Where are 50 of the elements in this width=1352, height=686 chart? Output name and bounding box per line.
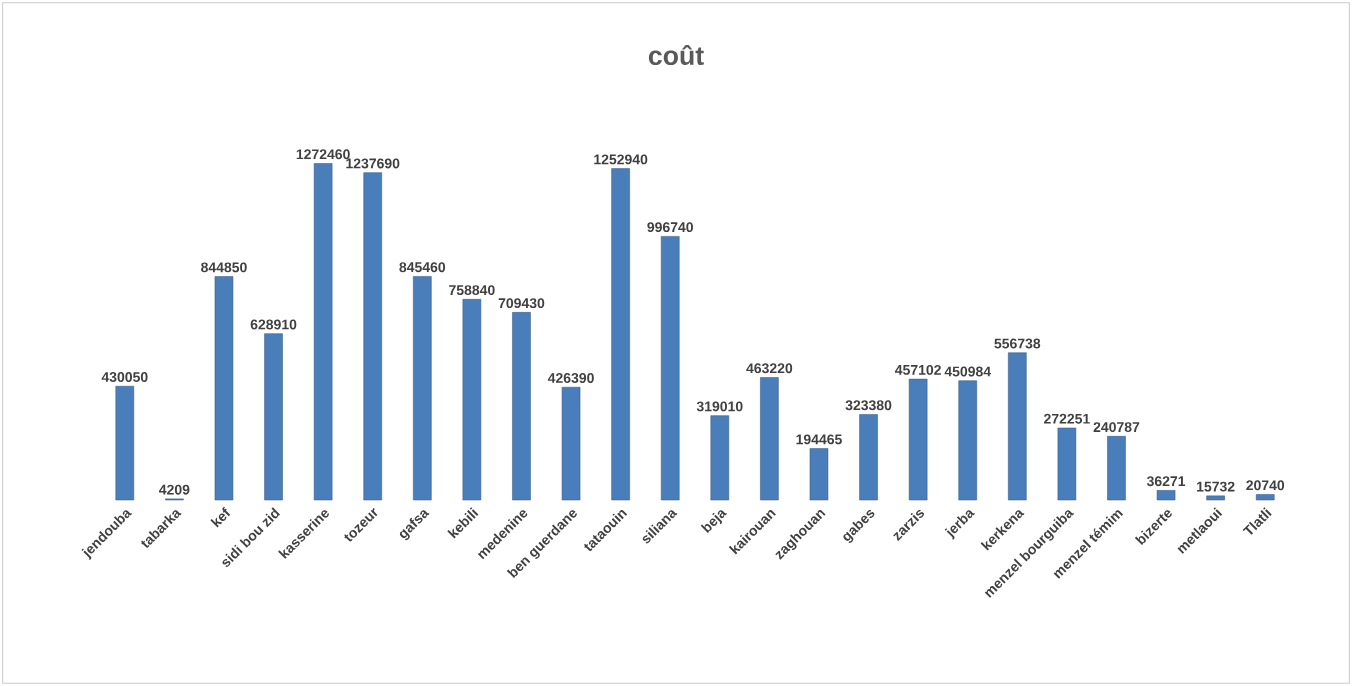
bar [363, 172, 382, 501]
data-label: 628910 [250, 319, 297, 330]
data-label: 1237690 [346, 158, 400, 169]
bar [859, 414, 878, 501]
bar [760, 377, 779, 501]
data-label: 758840 [449, 285, 495, 296]
bar [958, 380, 977, 501]
data-label: 426390 [547, 373, 594, 383]
data-label: 709430 [498, 298, 545, 309]
data-label: 450984 [944, 366, 991, 377]
data-label: 556738 [994, 338, 1041, 349]
data-label: 240787 [1093, 422, 1140, 433]
bar [313, 163, 333, 501]
x-tick-label: beja [700, 510, 727, 533]
data-label: 319010 [696, 401, 743, 412]
bar [413, 276, 432, 501]
bar [115, 385, 135, 501]
bar [809, 448, 829, 501]
bar [214, 276, 234, 501]
bar [1255, 494, 1275, 501]
bar [660, 236, 680, 501]
bar [462, 299, 482, 501]
bar [1008, 352, 1027, 501]
bar [512, 312, 531, 501]
data-label: 15732 [1197, 481, 1235, 492]
data-label: 323380 [845, 400, 892, 411]
data-label: 1252940 [594, 154, 648, 165]
data-label: 457102 [894, 364, 941, 375]
bar [1057, 427, 1077, 501]
bar [1107, 436, 1126, 501]
data-label: 36271 [1146, 476, 1186, 487]
data-label: 272251 [1044, 413, 1090, 424]
chart-title: coût [648, 44, 704, 66]
data-label: 463220 [746, 363, 793, 374]
bar [264, 333, 283, 501]
bar [561, 386, 581, 501]
bar [611, 168, 630, 501]
data-label: 4209 [159, 484, 190, 495]
data-label: 20740 [1246, 480, 1285, 491]
data-label: 845460 [399, 262, 446, 273]
x-tick-label: kef [210, 506, 231, 528]
data-label: 430050 [101, 372, 148, 382]
bar [1206, 495, 1225, 501]
data-label: 1272460 [296, 149, 350, 160]
data-label: 194465 [796, 434, 842, 445]
data-label: 996740 [647, 222, 693, 233]
bar [1156, 490, 1176, 501]
data-label: 844850 [201, 262, 247, 273]
bar [710, 415, 730, 501]
bar [908, 378, 928, 501]
